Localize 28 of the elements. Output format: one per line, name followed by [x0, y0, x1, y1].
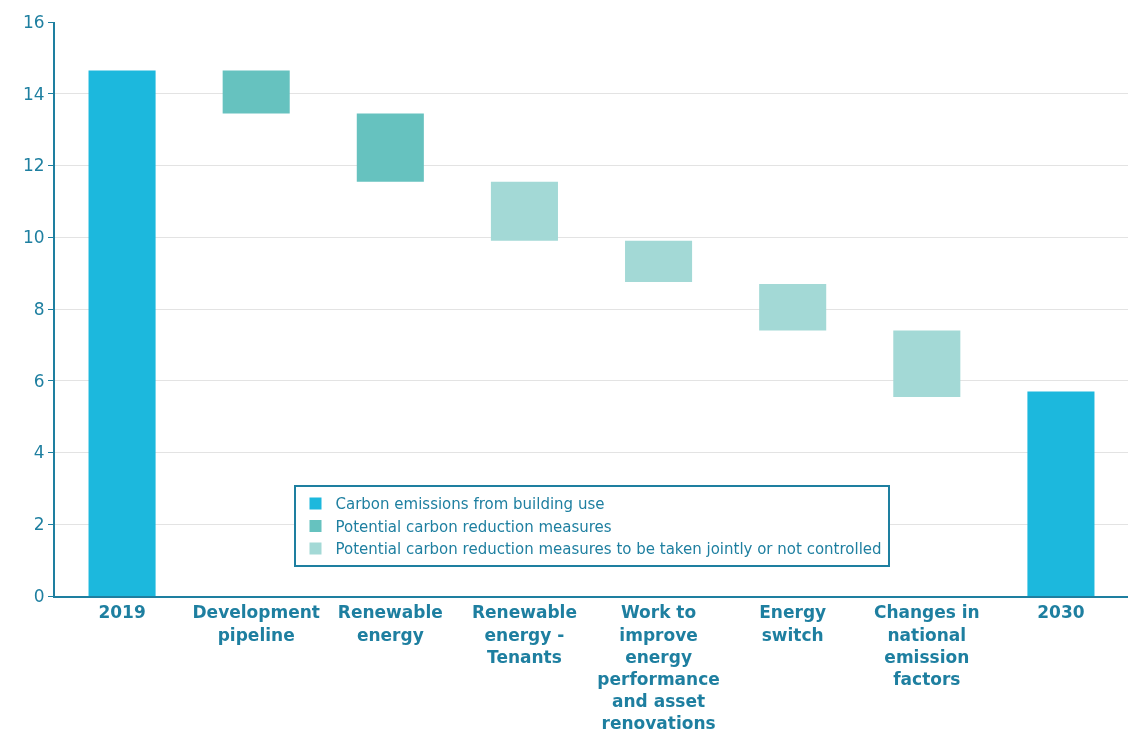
x-tick-label: Work to improve energy performance and asset renovations — [597, 602, 720, 733]
x-tick-label: Renewable energy - Tenants — [471, 602, 577, 667]
x-tick-label: 2019 — [98, 602, 146, 623]
bar — [625, 240, 693, 283]
y-tick-label: 12 — [22, 155, 45, 176]
x-tick-label: 2030 — [1037, 602, 1085, 623]
y-tick-label: 6 — [33, 370, 45, 391]
x-tick-label: Renewable energy — [337, 602, 443, 645]
y-tick-label: 14 — [22, 83, 45, 104]
bar — [490, 181, 558, 241]
bar — [88, 70, 156, 596]
x-tick-label: Energy switch — [759, 602, 827, 645]
legend-label: Carbon emissions from building use — [335, 495, 605, 514]
y-tick-label: 0 — [33, 585, 45, 606]
y-tick-label: 16 — [22, 11, 45, 32]
bar — [1027, 391, 1095, 596]
bar — [222, 70, 290, 114]
y-tick-label: 2 — [33, 514, 45, 535]
y-tick-label: 8 — [33, 298, 45, 319]
x-tick-label: Development pipeline — [192, 602, 320, 645]
y-tick-label: 4 — [33, 442, 45, 463]
legend-label: Potential carbon reduction measures — [335, 517, 612, 536]
bar — [759, 283, 827, 331]
y-tick-label: 10 — [22, 227, 45, 248]
bar — [893, 330, 961, 397]
x-tick-label: Changes in national emission factors — [873, 602, 980, 689]
bar — [356, 113, 424, 182]
legend-label: Potential carbon reduction measures to be taken jointly or not controlled — [335, 540, 882, 559]
